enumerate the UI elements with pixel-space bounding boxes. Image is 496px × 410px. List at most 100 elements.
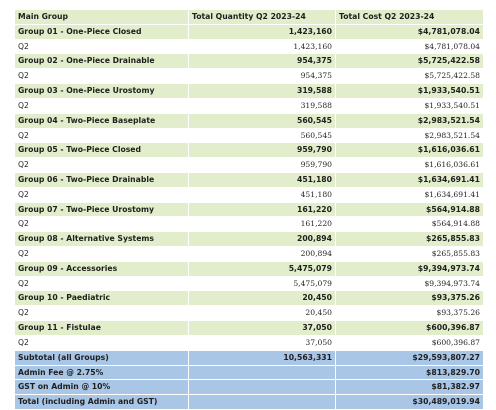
summary-cost-cell[interactable]: $81,382.97: [335, 379, 484, 396]
summary-label-cell[interactable]: Subtotal (all Groups): [14, 349, 189, 366]
group-name-cell[interactable]: Group 06 - Two-Piece Drainable: [14, 171, 189, 188]
group-cost-cell[interactable]: $1,933,540.51: [335, 83, 484, 99]
group-quantity-cell[interactable]: 959,790: [188, 142, 336, 159]
summary-row: Admin Fee @ 2.75% $813,829.70: [14, 364, 484, 381]
header-main-group[interactable]: Main Group: [14, 9, 189, 25]
quarter-label-cell[interactable]: Q2: [14, 127, 189, 144]
quarter-row: Q2 200,894 $265,855.83: [14, 246, 484, 262]
header-row: Main Group Total Quantity Q2 2023-24 Tot…: [14, 9, 484, 25]
quarter-cost-cell[interactable]: $600,396.87: [335, 334, 484, 351]
group-quantity-cell[interactable]: 5,475,079: [188, 260, 336, 277]
quarter-quantity-cell[interactable]: 1,423,160: [188, 38, 336, 55]
quarter-row: Q2 1,423,160 $4,781,078.04: [14, 38, 484, 55]
group-name-cell[interactable]: Group 09 - Accessories: [14, 260, 189, 277]
group-row: Group 10 - Paediatric 20,450 $93,375.26: [14, 290, 484, 307]
quarter-cost-cell[interactable]: $564,914.88: [335, 216, 484, 233]
group-quantity-cell[interactable]: 37,050: [188, 320, 336, 336]
quarter-row: Q2 37,050 $600,396.87: [14, 334, 484, 351]
summary-quantity-cell[interactable]: [188, 394, 336, 410]
summary-cost-cell[interactable]: $30,489,019.94: [335, 394, 484, 410]
quarter-cost-cell[interactable]: $1,933,540.51: [335, 97, 484, 114]
summary-quantity-cell[interactable]: [188, 379, 336, 396]
group-cost-cell[interactable]: $2,983,521.54: [335, 112, 484, 129]
quarter-label-cell[interactable]: Q2: [14, 97, 189, 114]
quarter-quantity-cell[interactable]: 20,450: [188, 305, 336, 322]
quarter-label-cell[interactable]: Q2: [14, 305, 189, 322]
summary-cost-cell[interactable]: $29,593,807.27: [335, 349, 484, 366]
group-name-cell[interactable]: Group 03 - One-Piece Urostomy: [14, 83, 189, 99]
table-body: Main Group Total Quantity Q2 2023-24 Tot…: [14, 9, 484, 410]
group-name-cell[interactable]: Group 02 - One-Piece Drainable: [14, 53, 189, 70]
quarter-quantity-cell[interactable]: 560,545: [188, 127, 336, 144]
quarter-row: Q2 161,220 $564,914.88: [14, 216, 484, 233]
group-cost-cell[interactable]: $9,394,973.74: [335, 260, 484, 277]
group-row: Group 06 - Two-Piece Drainable 451,180 $1,…: [14, 171, 484, 188]
quarter-row: Q2 451,180 $1,634,691.41: [14, 186, 484, 203]
quarter-cost-cell[interactable]: $93,375.26: [335, 305, 484, 322]
quarter-quantity-cell[interactable]: 200,894: [188, 246, 336, 262]
group-cost-cell[interactable]: $4,781,078.04: [335, 23, 484, 40]
group-cost-cell[interactable]: $93,375.26: [335, 290, 484, 307]
group-cost-cell[interactable]: $265,855.83: [335, 231, 484, 247]
quarter-label-cell[interactable]: Q2: [14, 68, 189, 85]
quarter-label-cell[interactable]: Q2: [14, 186, 189, 203]
quarter-cost-cell[interactable]: $1,616,036.61: [335, 157, 484, 173]
group-name-cell[interactable]: Group 11 - Fistulae: [14, 320, 189, 336]
quarter-label-cell[interactable]: Q2: [14, 246, 189, 262]
group-quantity-cell[interactable]: 161,220: [188, 201, 336, 218]
group-quantity-cell[interactable]: 319,588: [188, 83, 336, 99]
quarter-row: Q2 560,545 $2,983,521.54: [14, 127, 484, 144]
group-cost-cell[interactable]: $600,396.87: [335, 320, 484, 336]
group-name-cell[interactable]: Group 07 - Two-Piece Urostomy: [14, 201, 189, 218]
quarter-cost-cell[interactable]: $265,855.83: [335, 246, 484, 262]
quarter-quantity-cell[interactable]: 954,375: [188, 68, 336, 85]
group-row: Group 09 - Accessories 5,475,079 $9,394,97…: [14, 260, 484, 277]
quarter-label-cell[interactable]: Q2: [14, 275, 189, 292]
quarter-label-cell[interactable]: Q2: [14, 334, 189, 351]
summary-row: Total (including Admin and GST) $30,489,0…: [14, 394, 484, 410]
summary-row: GST on Admin @ 10% $81,382.97: [14, 379, 484, 396]
summary-quantity-cell[interactable]: 10,563,331: [188, 349, 336, 366]
quarter-label-cell[interactable]: Q2: [14, 216, 189, 233]
group-row: Group 01 - One-Piece Closed 1,423,160 $4,7…: [14, 23, 484, 40]
group-quantity-cell[interactable]: 451,180: [188, 171, 336, 188]
group-name-cell[interactable]: Group 05 - Two-Piece Closed: [14, 142, 189, 159]
group-cost-cell[interactable]: $1,616,036.61: [335, 142, 484, 159]
quarter-cost-cell[interactable]: $2,983,521.54: [335, 127, 484, 144]
group-name-cell[interactable]: Group 08 - Alternative Systems: [14, 231, 189, 247]
quarter-quantity-cell[interactable]: 319,588: [188, 97, 336, 114]
summary-row: Subtotal (all Groups) 10,563,331 $29,593,8…: [14, 349, 484, 366]
quarter-quantity-cell[interactable]: 161,220: [188, 216, 336, 233]
quarter-cost-cell[interactable]: $1,634,691.41: [335, 186, 484, 203]
quarter-row: Q2 959,790 $1,616,036.61: [14, 157, 484, 173]
quarter-quantity-cell[interactable]: 5,475,079: [188, 275, 336, 292]
group-row: Group 04 - Two-Piece Baseplate 560,545 $2,…: [14, 112, 484, 129]
summary-quantity-cell[interactable]: [188, 364, 336, 381]
quarter-quantity-cell[interactable]: 37,050: [188, 334, 336, 351]
header-total-quantity[interactable]: Total Quantity Q2 2023-24: [188, 9, 336, 25]
group-quantity-cell[interactable]: 200,894: [188, 231, 336, 247]
group-quantity-cell[interactable]: 560,545: [188, 112, 336, 129]
group-name-cell[interactable]: Group 01 - One-Piece Closed: [14, 23, 189, 40]
group-cost-cell[interactable]: $5,725,422.58: [335, 53, 484, 70]
quarter-cost-cell[interactable]: $5,725,422.58: [335, 68, 484, 85]
group-quantity-cell[interactable]: 1,423,160: [188, 23, 336, 40]
group-quantity-cell[interactable]: 954,375: [188, 53, 336, 70]
quarter-label-cell[interactable]: Q2: [14, 38, 189, 55]
group-cost-cell[interactable]: $564,914.88: [335, 201, 484, 218]
group-cost-cell[interactable]: $1,634,691.41: [335, 171, 484, 188]
quarter-label-cell[interactable]: Q2: [14, 157, 189, 173]
group-row: Group 02 - One-Piece Drainable 954,375 $5,…: [14, 53, 484, 70]
summary-label-cell[interactable]: GST on Admin @ 10%: [14, 379, 189, 396]
quarter-cost-cell[interactable]: $4,781,078.04: [335, 38, 484, 55]
header-total-cost[interactable]: Total Cost Q2 2023-24: [335, 9, 484, 25]
group-quantity-cell[interactable]: 20,450: [188, 290, 336, 307]
summary-label-cell[interactable]: Total (including Admin and GST): [14, 394, 189, 410]
quarter-quantity-cell[interactable]: 959,790: [188, 157, 336, 173]
summary-label-cell[interactable]: Admin Fee @ 2.75%: [14, 364, 189, 381]
summary-cost-cell[interactable]: $813,829.70: [335, 364, 484, 381]
group-name-cell[interactable]: Group 10 - Paediatric: [14, 290, 189, 307]
group-name-cell[interactable]: Group 04 - Two-Piece Baseplate: [14, 112, 189, 129]
quarter-cost-cell[interactable]: $9,394,973.74: [335, 275, 484, 292]
quarter-quantity-cell[interactable]: 451,180: [188, 186, 336, 203]
